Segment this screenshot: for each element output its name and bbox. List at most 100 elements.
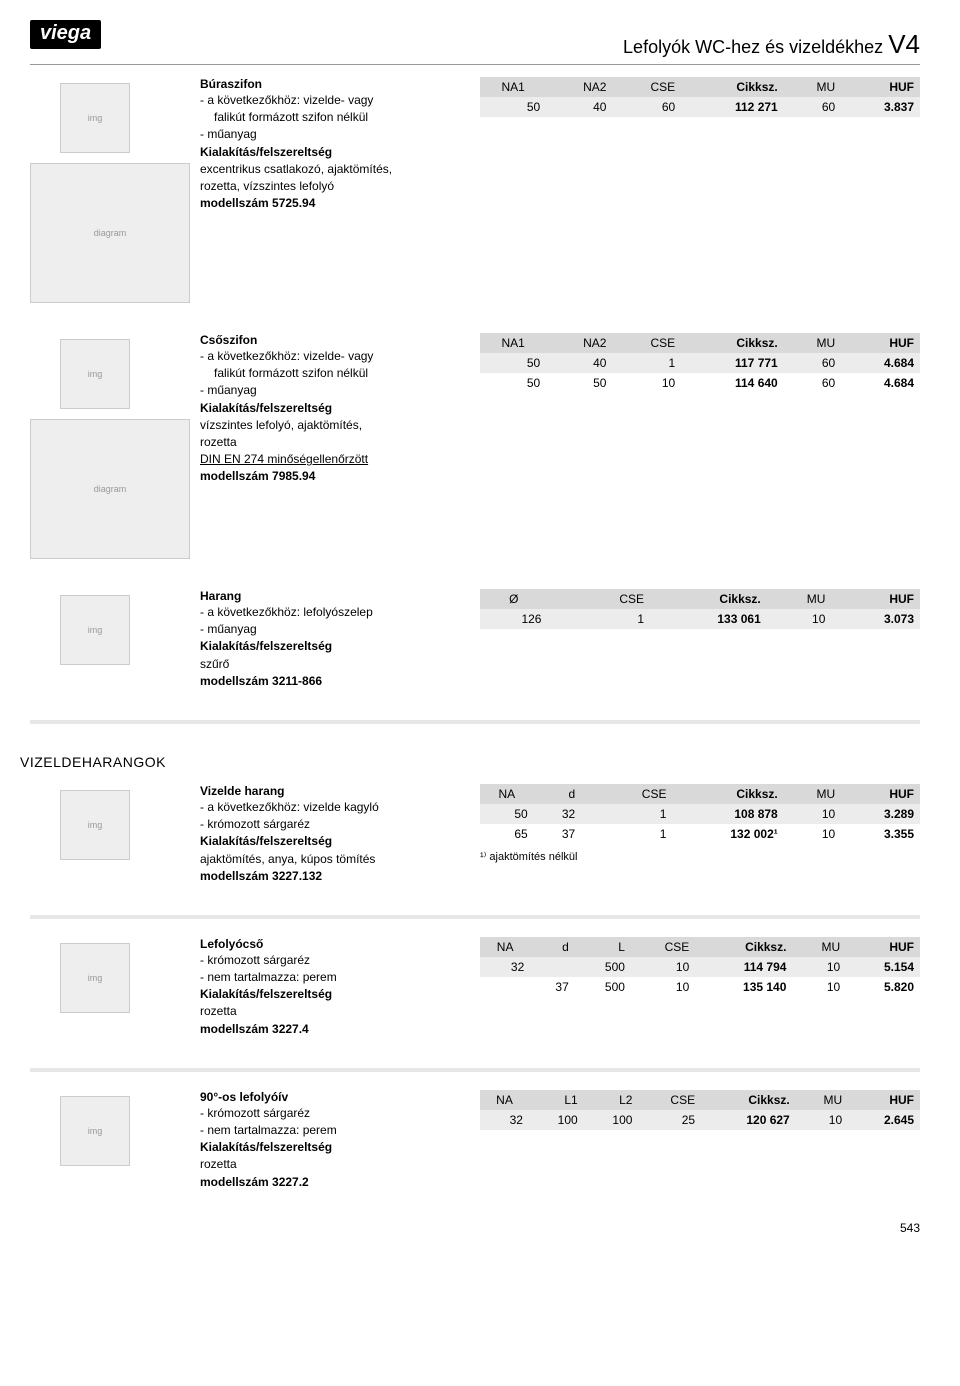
separator [30, 1068, 920, 1072]
table-cell: 135 140 [695, 977, 792, 997]
table-cell: 112 271 [681, 97, 784, 117]
product-desc-line: Kialakítás/felszereltség [200, 400, 460, 416]
table-cell: 50 [546, 373, 612, 393]
product-desc-line: modellszám 3211-866 [200, 673, 460, 689]
table-cell: 3.073 [831, 609, 920, 629]
table-header: L1 [529, 1090, 584, 1110]
product-desc-line: rozetta [200, 1156, 460, 1172]
product-image: img [60, 595, 130, 665]
product-desc-line: excentrikus csatlakozó, ajaktömítés, [200, 161, 460, 177]
table-header: MU [796, 1090, 848, 1110]
product-title: Vizelde harang [200, 784, 460, 798]
table-cell: 10 [784, 804, 841, 824]
table-cell: 2.645 [848, 1110, 920, 1130]
product-desc-line: falikút formázott szifon nélkül [200, 109, 460, 125]
table-cell: 60 [612, 97, 681, 117]
product-table: ØCSECikksz.MUHUF1261133 061103.073 [480, 589, 920, 629]
product-desc-line: Kialakítás/felszereltség [200, 144, 460, 160]
table-header: Cikksz. [701, 1090, 796, 1110]
table-cell: 100 [584, 1110, 639, 1130]
table-cell: 65 [480, 824, 534, 844]
table-cell: 60 [784, 353, 841, 373]
product-desc-line: - a következőkhöz: vizelde- vagy [200, 348, 460, 364]
product-desc-line: vízszintes lefolyó, ajaktömítés, [200, 417, 460, 433]
table-row: 50401117 771604.684 [480, 353, 920, 373]
table-cell: 10 [631, 957, 695, 977]
table-header: HUF [848, 1090, 920, 1110]
table-cell: 114 794 [695, 957, 792, 977]
table-cell: 133 061 [650, 609, 767, 629]
table-header: MU [767, 589, 832, 609]
table-row: 3750010135 140105.820 [480, 977, 920, 997]
table-header: HUF [841, 784, 920, 804]
table-cell: 100 [529, 1110, 584, 1130]
product-desc-line: - krómozott sárgaréz [200, 952, 460, 968]
table-cell: 1 [604, 804, 673, 824]
header-title: Lefolyók WC-hez és vizeldékhez [623, 37, 883, 57]
table-cell: 40 [546, 97, 612, 117]
product-desc-line: falikút formázott szifon nélkül [200, 365, 460, 381]
table-cell [581, 804, 603, 824]
product-desc-line: Kialakítás/felszereltség [200, 986, 460, 1002]
table-row: 3210010025120 627102.645 [480, 1110, 920, 1130]
table-cell: 3.355 [841, 824, 920, 844]
product-desc-line: Kialakítás/felszereltség [200, 638, 460, 654]
product-title: Búraszifon [200, 77, 460, 91]
table-header: NA [480, 1090, 529, 1110]
product-desc-line: rozetta [200, 1003, 460, 1019]
product-image: img [60, 790, 130, 860]
product-desc-line: - krómozott sárgaréz [200, 816, 460, 832]
product-desc-line: - műanyag [200, 621, 460, 637]
table-header: Cikksz. [672, 784, 783, 804]
product-desc-line: - nem tartalmazza: perem [200, 969, 460, 985]
product-desc-line: - a következőkhöz: lefolyószelep [200, 604, 460, 620]
table-header: Cikksz. [681, 333, 784, 353]
table-header: CSE [573, 589, 650, 609]
product-image: img [60, 339, 130, 409]
table-cell: 4.684 [841, 353, 920, 373]
product-table: NA1NA2CSECikksz.MUHUF504060112 271603.83… [480, 77, 920, 117]
page-header: Lefolyók WC-hez és vizeldékhez V4 [30, 29, 920, 65]
product-title: Lefolyócső [200, 937, 460, 951]
table-cell [581, 824, 603, 844]
table-header: Cikksz. [681, 77, 784, 97]
table-header: MU [784, 784, 841, 804]
product-desc-line: - krómozott sárgaréz [200, 1105, 460, 1121]
table-cell: 10 [792, 977, 846, 997]
product-image: img [60, 1096, 130, 1166]
product-desc-line: modellszám 7985.94 [200, 468, 460, 484]
table-row: 505010114 640604.684 [480, 373, 920, 393]
product-desc-line: modellszám 3227.132 [200, 868, 460, 884]
product-desc-line: - a következőkhöz: vizelde- vagy [200, 92, 460, 108]
table-header: NA1 [480, 77, 546, 97]
product-table: NAdCSECikksz.MUHUF50321108 878103.289653… [480, 784, 920, 844]
product-title: Harang [200, 589, 460, 603]
table-cell: 50 [480, 353, 546, 373]
product-desc-line: rozetta [200, 434, 460, 450]
table-header: CSE [638, 1090, 701, 1110]
product-table: NA1NA2CSECikksz.MUHUF50401117 771604.684… [480, 333, 920, 393]
product-desc-line: - a következőkhöz: vizelde kagyló [200, 799, 460, 815]
product-desc-line: modellszám 3227.2 [200, 1174, 460, 1190]
product-block: img Harang- a következőkhöz: lefolyószele… [30, 589, 920, 690]
table-header: Ø [480, 589, 547, 609]
product-desc-line: szűrő [200, 656, 460, 672]
table-cell: 3.837 [841, 97, 920, 117]
product-block: img90°-os lefolyóív- krómozott sárgaréz-… [30, 1090, 920, 1191]
separator [30, 720, 920, 724]
table-header: CSE [604, 784, 673, 804]
table-cell: 500 [575, 957, 631, 977]
table-cell: 132 002¹ [672, 824, 783, 844]
product-desc-line: DIN EN 274 minőségellenőrzött [200, 451, 460, 467]
product-table: NAdLCSECikksz.MUHUF3250010114 794105.154… [480, 937, 920, 997]
table-header: MU [792, 937, 846, 957]
table-header [547, 589, 572, 609]
product-diagram: diagram [30, 419, 190, 559]
table-header: HUF [831, 589, 920, 609]
table-cell: 50 [480, 373, 546, 393]
page-number: 543 [30, 1221, 920, 1235]
table-header: HUF [841, 333, 920, 353]
table-row: 65371132 002¹103.355 [480, 824, 920, 844]
table-cell [547, 609, 572, 629]
table-header: L2 [584, 1090, 639, 1110]
